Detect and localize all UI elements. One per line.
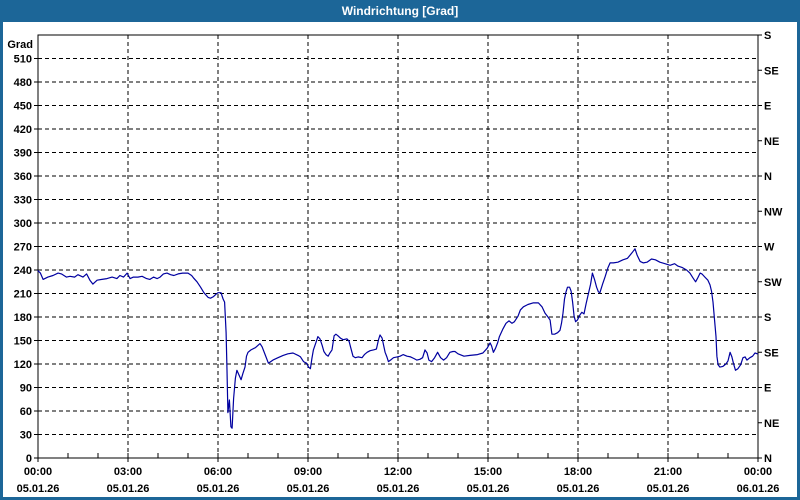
y-left-tick-label: 360: [14, 171, 32, 183]
y-right-tick-label: W: [764, 242, 775, 254]
y-left-tick-label: 420: [14, 124, 32, 136]
x-date-label: 05.01.26: [377, 483, 420, 495]
x-time-label: 06:00: [204, 466, 232, 478]
y-left-tick-label: 390: [14, 148, 32, 160]
x-date-label: 05.01.26: [107, 483, 150, 495]
x-date-label: 05.01.26: [647, 483, 690, 495]
y-right-tick-label: SE: [764, 65, 779, 77]
x-time-label: 18:00: [564, 466, 592, 478]
y-left-tick-label: 270: [14, 242, 32, 254]
y-left-tick-label: 180: [14, 312, 32, 324]
y-left-tick-label: 480: [14, 77, 32, 89]
y-right-tick-label: NE: [764, 418, 779, 430]
y-left-tick-label: 240: [14, 265, 32, 277]
x-time-label: 09:00: [294, 466, 322, 478]
window-titlebar: Windrichtung [Grad]: [0, 0, 800, 22]
x-date-label: 06.01.26: [737, 483, 780, 495]
y-left-tick-label: 30: [20, 430, 32, 442]
y-left-tick-label: 120: [14, 359, 32, 371]
y-right-tick-label: N: [764, 453, 772, 465]
y-right-tick-label: SE: [764, 347, 779, 359]
x-time-label: 00:00: [744, 466, 772, 478]
y-left-tick-label: 150: [14, 336, 32, 348]
x-time-label: 21:00: [654, 466, 682, 478]
window-title: Windrichtung [Grad]: [341, 4, 459, 18]
x-time-label: 03:00: [114, 466, 142, 478]
y-left-tick-label: 450: [14, 101, 32, 113]
y-left-tick-label: 0: [26, 453, 32, 465]
x-date-label: 05.01.26: [467, 483, 510, 495]
y-left-tick-label: 90: [20, 383, 32, 395]
y-left-tick-label: 60: [20, 406, 32, 418]
y-right-tick-label: NW: [764, 206, 783, 218]
y-right-tick-label: N: [764, 171, 772, 183]
y-right-tick-label: NE: [764, 136, 779, 148]
x-date-label: 05.01.26: [287, 483, 330, 495]
x-date-label: 05.01.26: [17, 483, 60, 495]
x-date-label: 05.01.26: [197, 483, 240, 495]
x-time-label: 00:00: [24, 466, 52, 478]
y-right-tick-label: SW: [764, 277, 782, 289]
x-date-label: 05.01.26: [557, 483, 600, 495]
y-right-tick-label: S: [764, 312, 771, 324]
y-right-tick-label: S: [764, 30, 771, 42]
y-right-tick-label: E: [764, 383, 771, 395]
wind-direction-series: [37, 248, 759, 429]
y-right-tick-label: E: [764, 101, 771, 113]
y-left-tick-label: 300: [14, 218, 32, 230]
y-left-tick-label: 210: [14, 289, 32, 301]
y-left-axis-title: Grad: [7, 39, 33, 51]
x-time-label: 12:00: [384, 466, 412, 478]
x-time-label: 15:00: [474, 466, 502, 478]
y-left-tick-label: 330: [14, 195, 32, 207]
y-left-tick-label: 510: [14, 54, 32, 66]
